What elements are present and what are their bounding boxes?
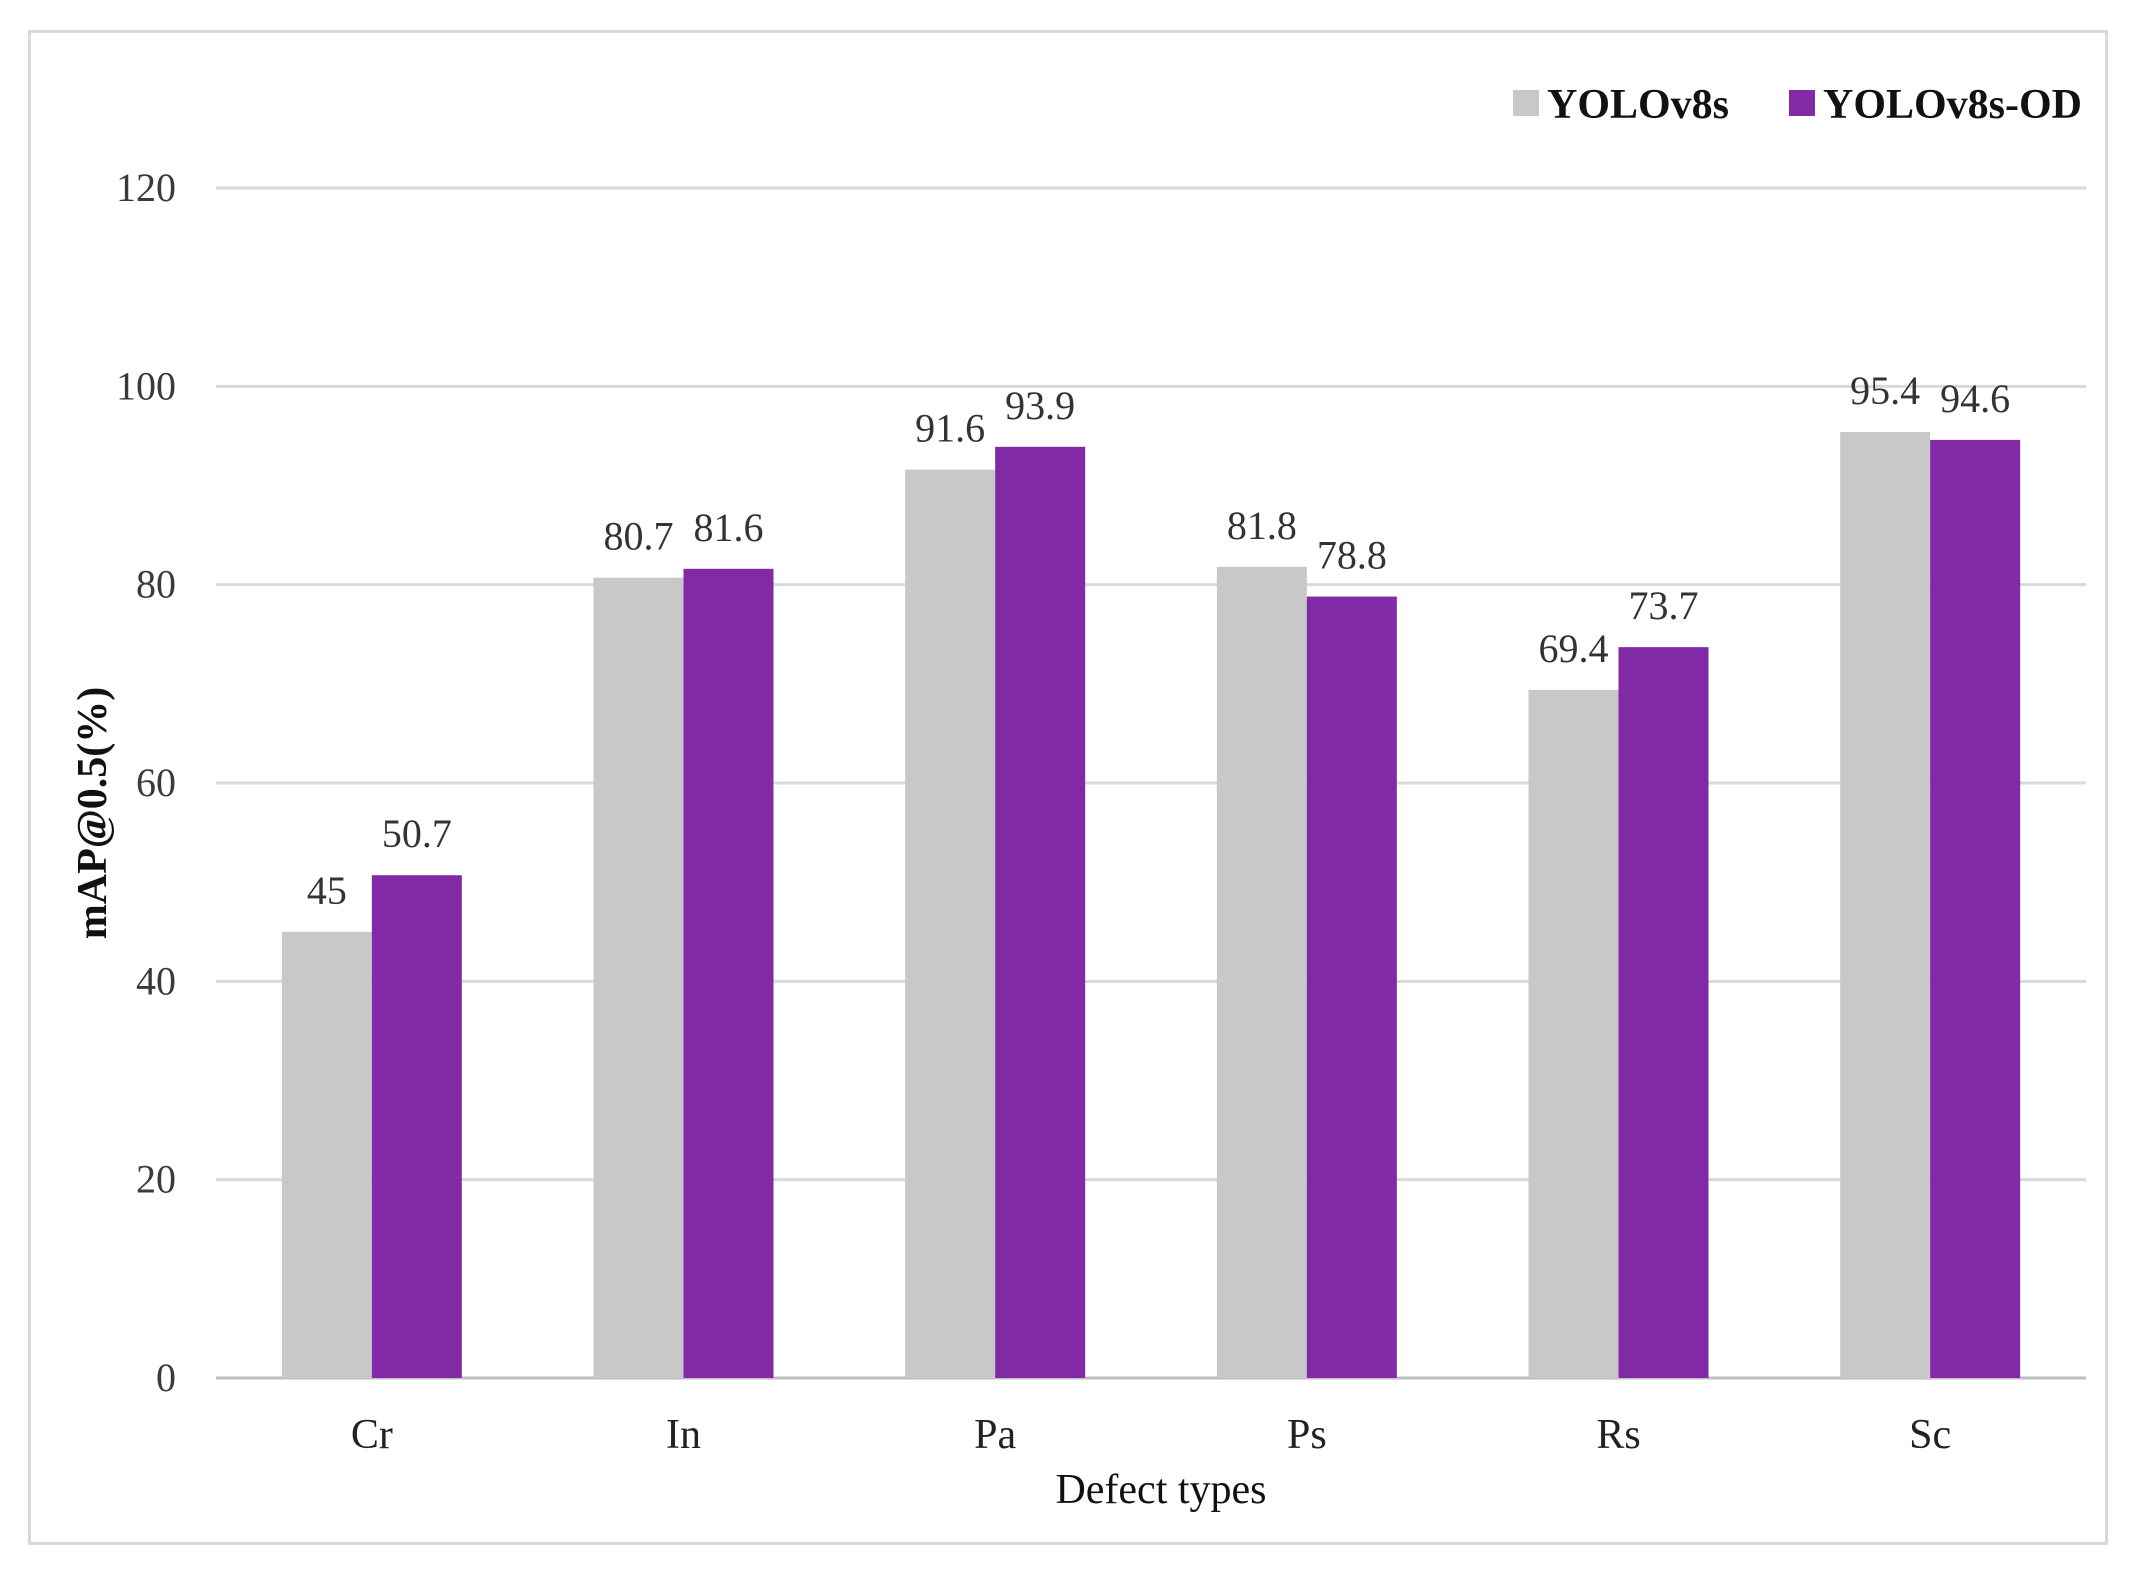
bar-ps-yolov8s — [1216, 566, 1307, 1378]
data-label: 81.8 — [1227, 503, 1297, 548]
legend: YOLOv8s YOLOv8s-OD — [1513, 82, 2082, 128]
legend-label: YOLOv8s — [1547, 82, 1729, 128]
data-label: 69.4 — [1539, 626, 1609, 671]
chart-frame: 0 20 40 60 80 100 120 45 50.7 80.7 81.6 91.6 93.9 81… — [28, 30, 2108, 1545]
y-tick-label: 0 — [156, 1355, 176, 1400]
data-label: 94.6 — [1940, 376, 2010, 421]
data-label: 80.7 — [604, 514, 674, 559]
data-label: 91.6 — [915, 406, 985, 451]
data-label: 81.6 — [694, 505, 764, 550]
legend-swatch-yolov8s-od — [1789, 90, 1815, 116]
bar-pa-yolov8s-od — [995, 446, 1086, 1378]
data-labels: 45 50.7 80.7 81.6 91.6 93.9 81.8 78.8 69.4 73.7 95… — [307, 368, 2010, 913]
x-axis-title: Defect types — [1055, 1467, 1266, 1513]
y-axis-ticks: 0 20 40 60 80 100 120 — [116, 165, 176, 1400]
bar-sc-yolov8s-od — [1930, 439, 2021, 1379]
data-label: 45 — [307, 868, 347, 913]
x-tick-label: Sc — [1909, 1412, 1951, 1458]
y-tick-label: 100 — [116, 363, 176, 408]
bar-rs-yolov8s-od — [1618, 647, 1709, 1378]
gridlines — [216, 186, 2086, 1380]
legend-swatch-yolov8s — [1513, 90, 1539, 116]
data-label: 93.9 — [1005, 383, 1075, 428]
y-tick-label: 120 — [116, 165, 176, 210]
x-tick-label: Pa — [974, 1412, 1016, 1458]
y-tick-label: 20 — [136, 1157, 176, 1202]
bars — [281, 431, 2021, 1379]
bar-ps-yolov8s-od — [1306, 596, 1397, 1378]
data-label: 78.8 — [1317, 533, 1387, 578]
bar-pa-yolov8s — [905, 469, 996, 1379]
x-tick-label: Cr — [351, 1412, 393, 1458]
bar-cr-yolov8s — [281, 931, 372, 1378]
bar-rs-yolov8s — [1528, 689, 1619, 1378]
bar-in-yolov8s — [593, 577, 684, 1378]
bar-sc-yolov8s — [1840, 431, 1931, 1378]
bar-cr-yolov8s-od — [371, 875, 462, 1378]
data-label: 73.7 — [1629, 583, 1699, 628]
x-axis-ticks: Cr In Pa Ps Rs Sc — [351, 1412, 1951, 1458]
x-tick-label: In — [666, 1412, 701, 1458]
bar-in-yolov8s-od — [683, 568, 774, 1378]
y-tick-label: 80 — [136, 562, 176, 607]
bar-chart: 0 20 40 60 80 100 120 45 50.7 80.7 81.6 91.6 93.9 81… — [70, 82, 2086, 1513]
y-axis-title: mAP@0.5(%) — [70, 687, 116, 940]
y-tick-label: 60 — [136, 760, 176, 805]
x-tick-label: Rs — [1596, 1412, 1640, 1458]
data-label: 50.7 — [382, 811, 452, 856]
x-tick-label: Ps — [1287, 1412, 1327, 1458]
data-label: 95.4 — [1850, 368, 1920, 413]
legend-label: YOLOv8s-OD — [1823, 82, 2082, 128]
y-tick-label: 40 — [136, 958, 176, 1003]
